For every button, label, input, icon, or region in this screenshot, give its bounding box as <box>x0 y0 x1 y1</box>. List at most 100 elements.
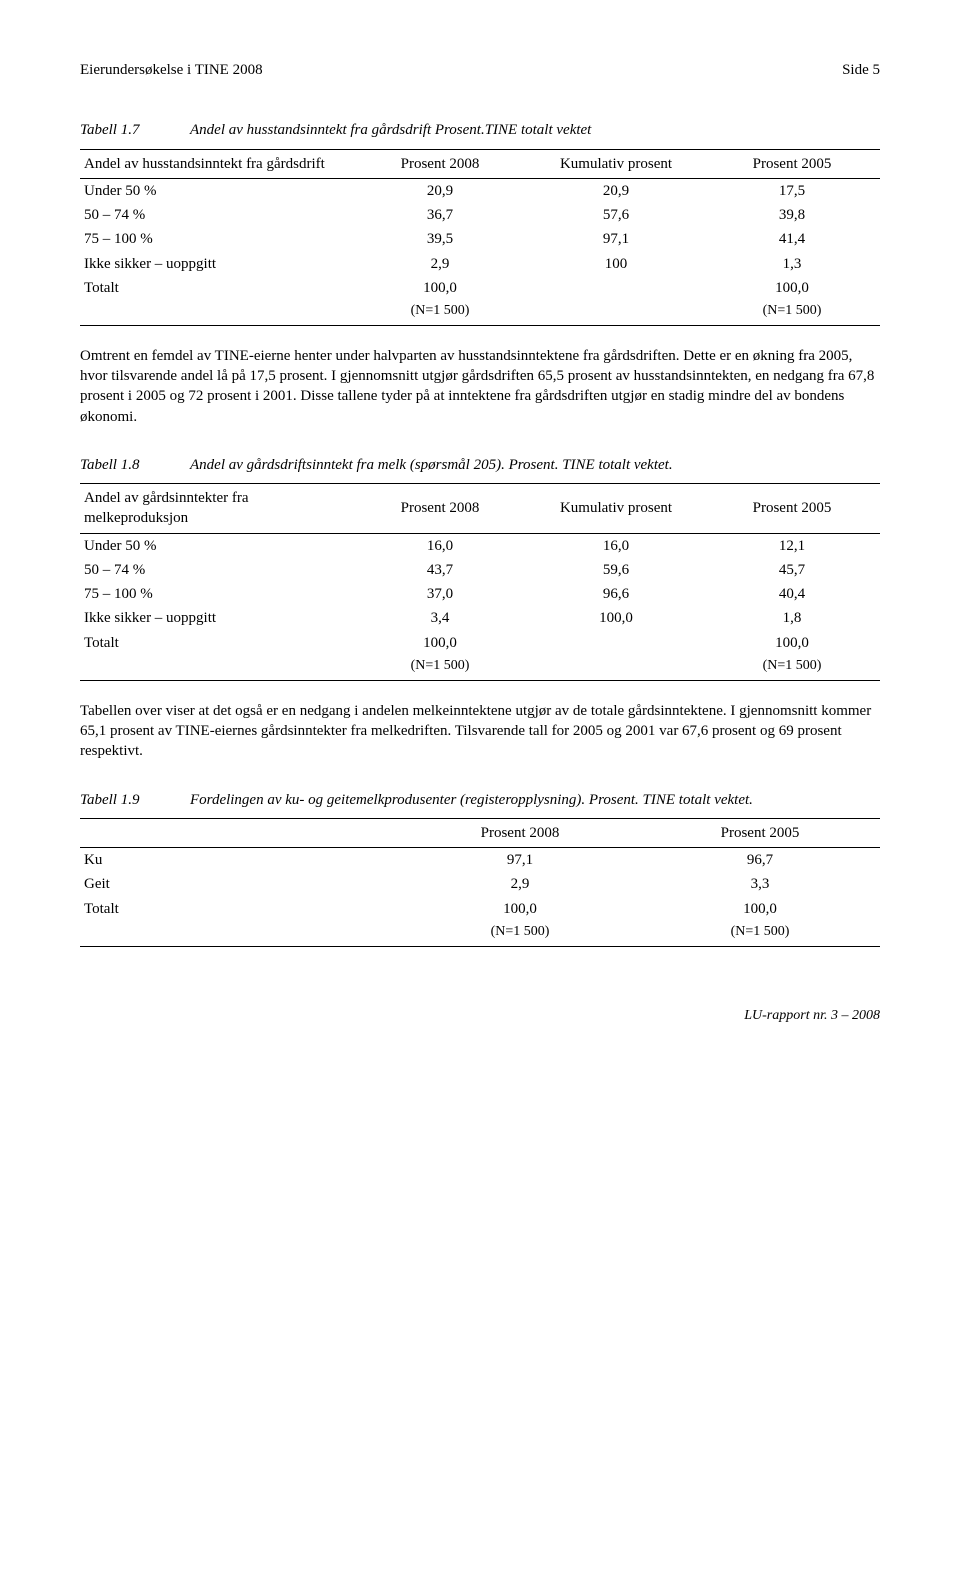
table-desc: Fordelingen av ku- og geitemelkprodusent… <box>190 790 880 810</box>
table-1-9: Tabell 1.9 Fordelingen av ku- og geiteme… <box>80 790 880 947</box>
cell: 37,0 <box>352 582 528 606</box>
cell: 20,9 <box>352 178 528 203</box>
table-n-row: (N=1 500) (N=1 500) <box>80 300 880 325</box>
cell: Ikke sikker – uoppgitt <box>80 252 352 276</box>
col-header: Prosent 2005 <box>640 818 880 847</box>
col-header: Prosent 2005 <box>704 149 880 178</box>
table-header-row: Prosent 2008 Prosent 2005 <box>80 818 880 847</box>
cell: Totalt <box>80 631 352 655</box>
cell: (N=1 500) <box>640 921 880 946</box>
cell: 12,1 <box>704 533 880 558</box>
table-title: Tabell 1.7 Andel av husstandsinntekt fra… <box>80 120 880 140</box>
cell: 57,6 <box>528 203 704 227</box>
col-header: Andel av gårdsinntekter fra melkeproduks… <box>80 484 352 534</box>
header-left: Eierundersøkelse i TINE 2008 <box>80 60 263 80</box>
cell: 3,4 <box>352 606 528 630</box>
cell: (N=1 500) <box>352 300 528 325</box>
cell: 1,8 <box>704 606 880 630</box>
data-table: Andel av husstandsinntekt fra gårdsdrift… <box>80 149 880 326</box>
cell <box>528 300 704 325</box>
cell: 36,7 <box>352 203 528 227</box>
table-header-row: Andel av husstandsinntekt fra gårdsdrift… <box>80 149 880 178</box>
col-header: Prosent 2008 <box>352 149 528 178</box>
table-row: 50 – 74 % 36,7 57,6 39,8 <box>80 203 880 227</box>
cell: 97,1 <box>400 848 640 873</box>
table-total-row: Totalt 100,0 100,0 <box>80 631 880 655</box>
table-row: Under 50 % 16,0 16,0 12,1 <box>80 533 880 558</box>
table-header-row: Andel av gårdsinntekter fra melkeproduks… <box>80 484 880 534</box>
cell: 50 – 74 % <box>80 558 352 582</box>
data-table: Prosent 2008 Prosent 2005 Ku 97,1 96,7 G… <box>80 818 880 947</box>
table-row: Ku 97,1 96,7 <box>80 848 880 873</box>
cell: 43,7 <box>352 558 528 582</box>
cell <box>528 631 704 655</box>
cell: 100,0 <box>400 897 640 921</box>
cell: 100,0 <box>352 631 528 655</box>
cell <box>80 921 400 946</box>
table-1-7: Tabell 1.7 Andel av husstandsinntekt fra… <box>80 120 880 326</box>
col-header: Prosent 2008 <box>400 818 640 847</box>
table-row: 75 – 100 % 39,5 97,1 41,4 <box>80 227 880 251</box>
table-desc: Andel av husstandsinntekt fra gårdsdrift… <box>190 120 880 140</box>
table-row: Under 50 % 20,9 20,9 17,5 <box>80 178 880 203</box>
col-header: Prosent 2005 <box>704 484 880 534</box>
header-right: Side 5 <box>842 60 880 80</box>
cell: Ku <box>80 848 400 873</box>
cell: 100,0 <box>704 276 880 300</box>
col-header: Prosent 2008 <box>352 484 528 534</box>
data-table: Andel av gårdsinntekter fra melkeproduks… <box>80 483 880 681</box>
cell: 16,0 <box>528 533 704 558</box>
table-total-row: Totalt 100,0 100,0 <box>80 897 880 921</box>
cell: 39,5 <box>352 227 528 251</box>
table-total-row: Totalt 100,0 100,0 <box>80 276 880 300</box>
col-header: Andel av husstandsinntekt fra gårdsdrift <box>80 149 352 178</box>
table-row: Ikke sikker – uoppgitt 2,9 100 1,3 <box>80 252 880 276</box>
cell: 100,0 <box>528 606 704 630</box>
cell: 97,1 <box>528 227 704 251</box>
cell: 100,0 <box>352 276 528 300</box>
cell: Totalt <box>80 276 352 300</box>
table-desc: Andel av gårdsdriftsinntekt fra melk (sp… <box>190 455 880 475</box>
cell: 40,4 <box>704 582 880 606</box>
cell: 96,7 <box>640 848 880 873</box>
col-header <box>80 818 400 847</box>
table-title: Tabell 1.8 Andel av gårdsdriftsinntekt f… <box>80 455 880 475</box>
cell: Ikke sikker – uoppgitt <box>80 606 352 630</box>
cell <box>528 655 704 680</box>
page-header: Eierundersøkelse i TINE 2008 Side 5 <box>80 60 880 80</box>
cell: 75 – 100 % <box>80 227 352 251</box>
cell: 3,3 <box>640 872 880 896</box>
cell: 100,0 <box>704 631 880 655</box>
table-1-8: Tabell 1.8 Andel av gårdsdriftsinntekt f… <box>80 455 880 681</box>
cell: 45,7 <box>704 558 880 582</box>
cell: 39,8 <box>704 203 880 227</box>
table-row: Geit 2,9 3,3 <box>80 872 880 896</box>
cell: 50 – 74 % <box>80 203 352 227</box>
cell <box>80 655 352 680</box>
cell: Totalt <box>80 897 400 921</box>
table-row: Ikke sikker – uoppgitt 3,4 100,0 1,8 <box>80 606 880 630</box>
table-n-row: (N=1 500) (N=1 500) <box>80 921 880 946</box>
cell: Geit <box>80 872 400 896</box>
cell: 2,9 <box>400 872 640 896</box>
cell: 100,0 <box>640 897 880 921</box>
table-title: Tabell 1.9 Fordelingen av ku- og geiteme… <box>80 790 880 810</box>
col-header: Kumulativ prosent <box>528 484 704 534</box>
paragraph-1: Omtrent en femdel av TINE-eierne henter … <box>80 346 880 427</box>
cell <box>80 300 352 325</box>
cell: (N=1 500) <box>352 655 528 680</box>
table-label: Tabell 1.7 <box>80 120 190 140</box>
cell: 17,5 <box>704 178 880 203</box>
cell: 59,6 <box>528 558 704 582</box>
cell: 2,9 <box>352 252 528 276</box>
table-n-row: (N=1 500) (N=1 500) <box>80 655 880 680</box>
table-label: Tabell 1.8 <box>80 455 190 475</box>
cell: (N=1 500) <box>704 655 880 680</box>
cell: 16,0 <box>352 533 528 558</box>
page-footer: LU-rapport nr. 3 – 2008 <box>80 1007 880 1026</box>
paragraph-2: Tabellen over viser at det også er en ne… <box>80 701 880 762</box>
cell: (N=1 500) <box>400 921 640 946</box>
cell: 41,4 <box>704 227 880 251</box>
cell: Under 50 % <box>80 178 352 203</box>
table-label: Tabell 1.9 <box>80 790 190 810</box>
